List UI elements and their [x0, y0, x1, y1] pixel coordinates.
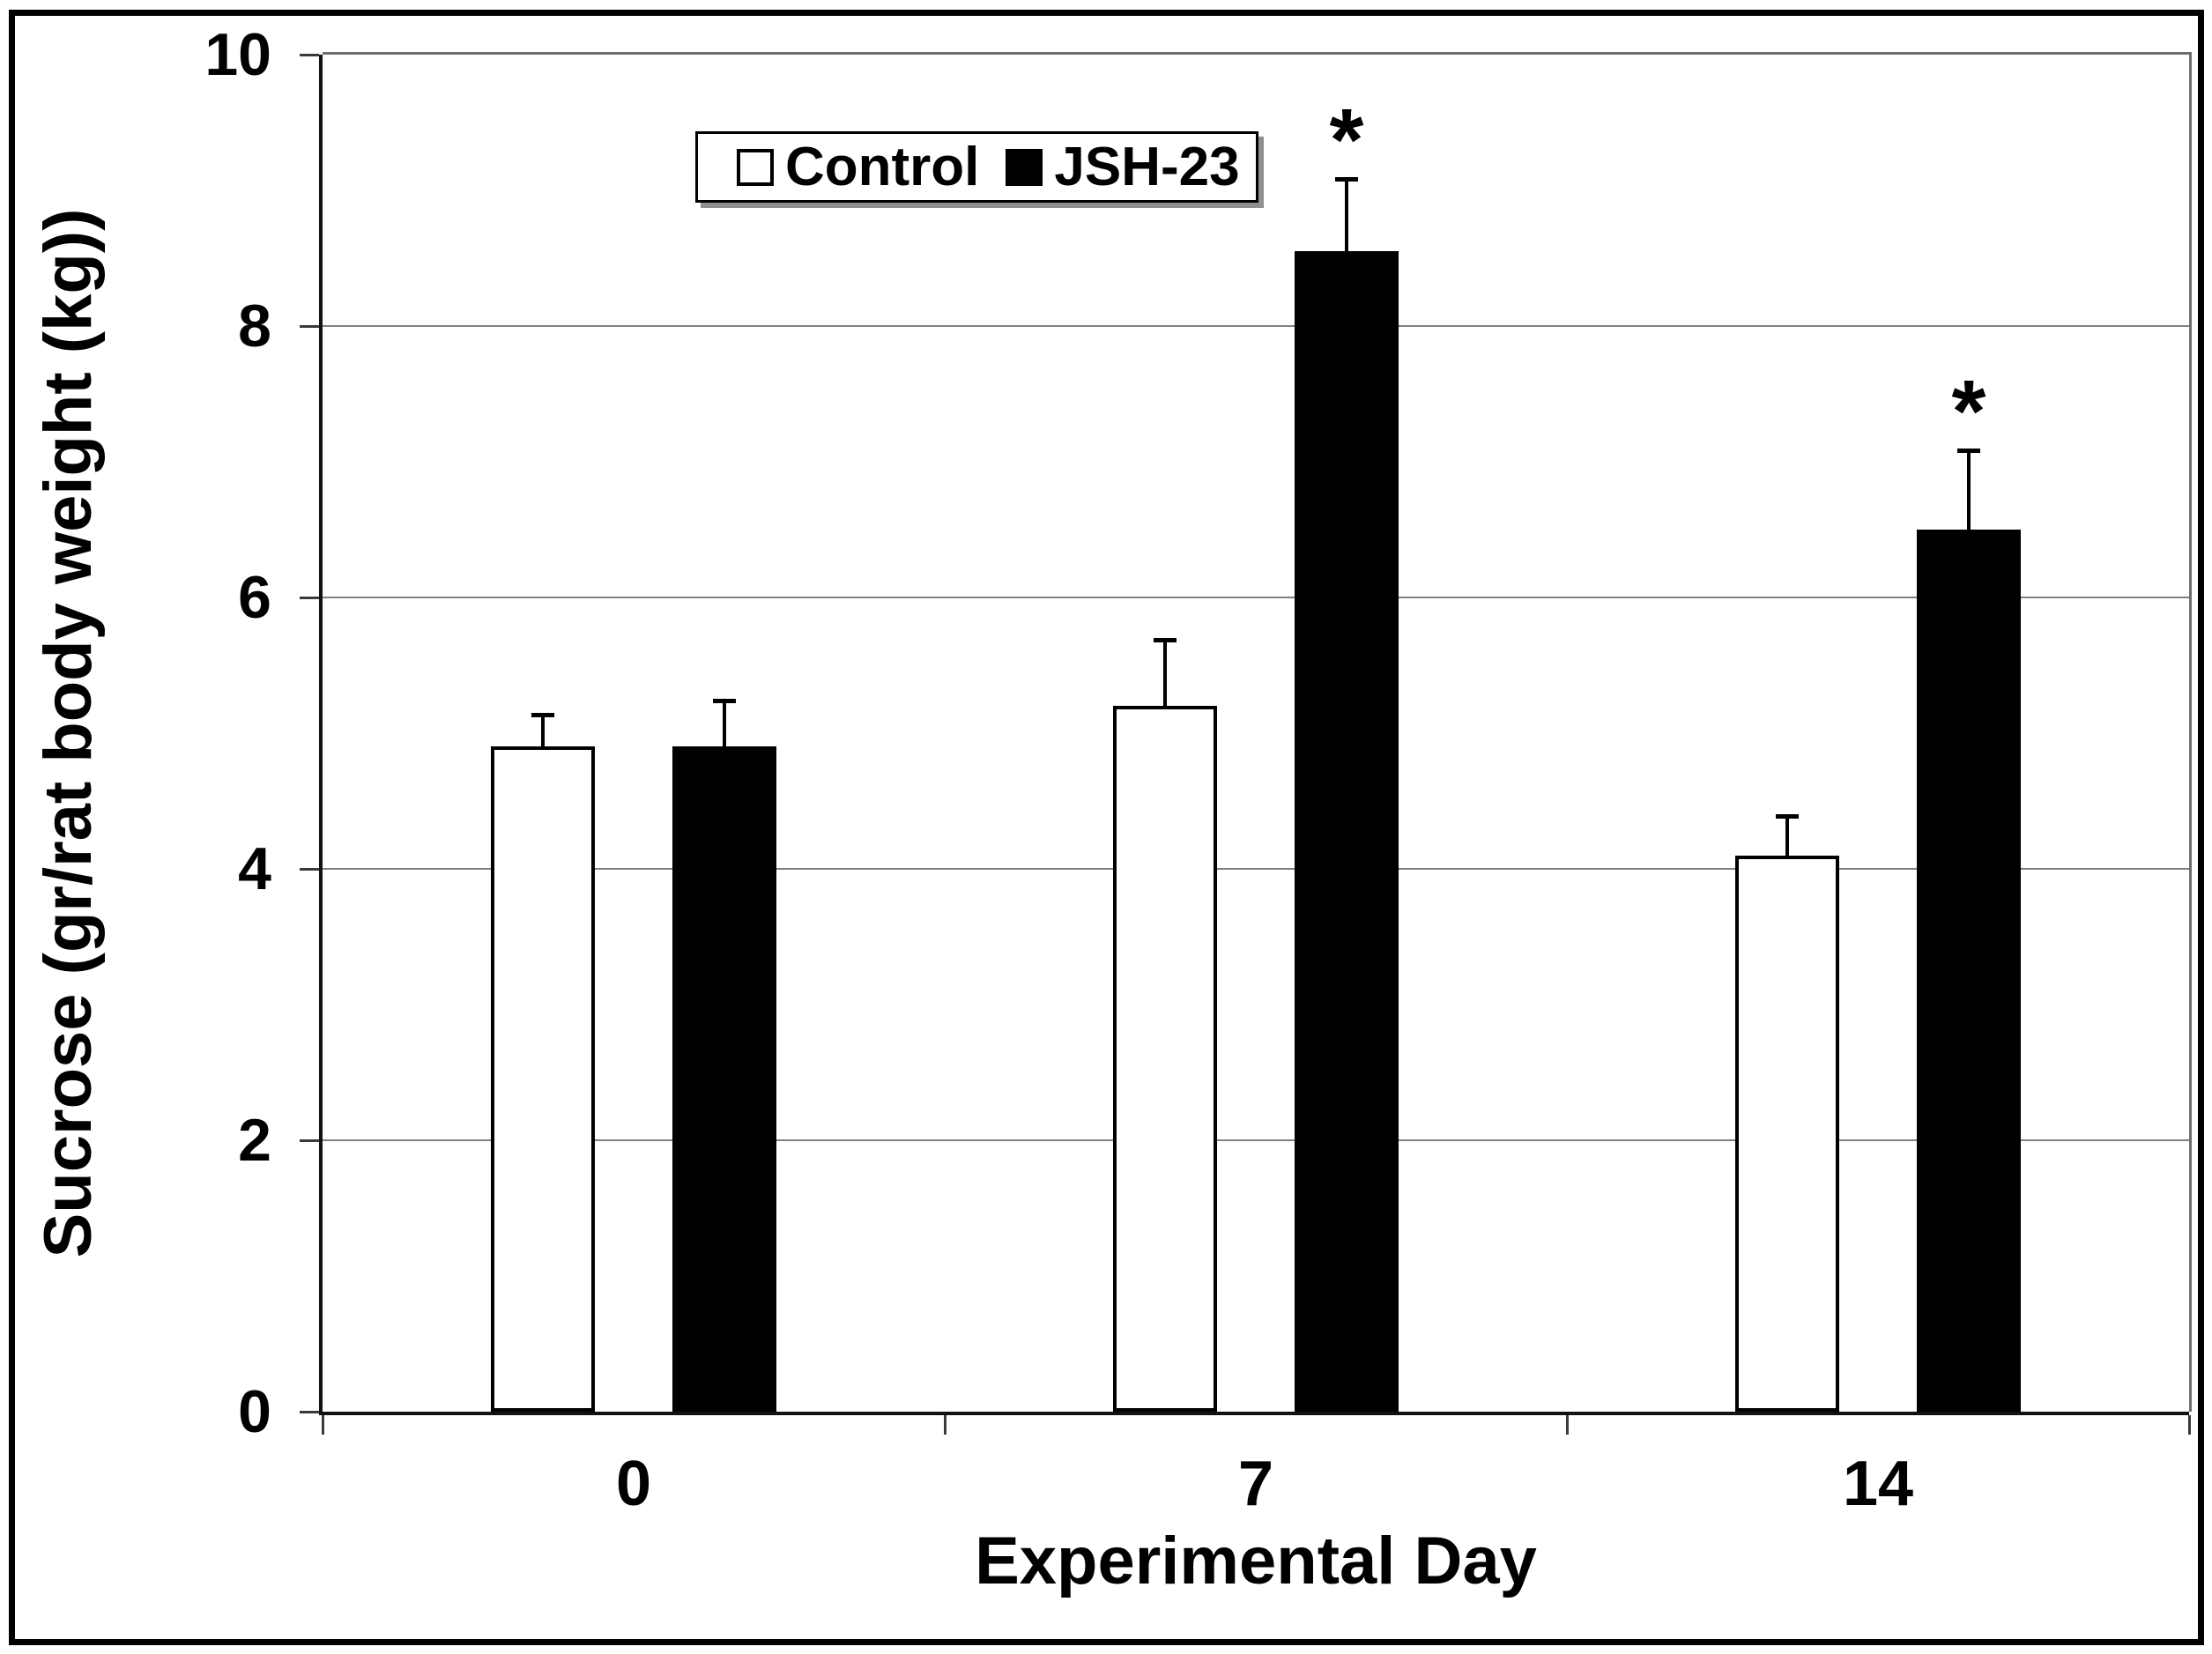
plot-border-right — [2189, 52, 2192, 1412]
y-tick-0 — [300, 1410, 319, 1413]
error-bar-line-control-day-0 — [541, 713, 545, 748]
plot-area: * * Control JSH-23 — [300, 52, 2192, 1435]
y-tick-label-2: 2 — [238, 1107, 271, 1174]
legend-label-control: Control — [785, 136, 980, 197]
legend-item-jsh23: JSH-23 — [1006, 136, 1240, 197]
error-bar-cap-jsh-23-day-0 — [713, 699, 736, 703]
legend-swatch-jsh23-icon — [1006, 148, 1043, 186]
error-bar-line-jsh-23-day-0 — [723, 699, 726, 748]
y-axis-line — [319, 55, 323, 1415]
bar-control-day-0 — [491, 746, 595, 1412]
error-bar-cap-control-day-7 — [1154, 638, 1177, 642]
error-bar-cap-jsh-23-day-7 — [1335, 177, 1358, 182]
x-tick-label-14: 14 — [1842, 1449, 1914, 1519]
error-bar-line-control-day-7 — [1163, 638, 1167, 708]
x-tick-2 — [1565, 1415, 1569, 1435]
outer-border-frame — [9, 10, 2204, 1645]
bar-jsh-23-day-7 — [1295, 251, 1399, 1412]
y-tick-label-4: 4 — [238, 835, 271, 902]
y-tick-label-8: 8 — [238, 293, 271, 360]
y-tick-6 — [300, 596, 319, 599]
gridline-y-4 — [323, 868, 2189, 870]
significance-asterisk-jsh-23-day-14: * — [1951, 362, 1986, 461]
x-axis-line — [319, 1412, 2189, 1415]
x-axis-title: Experimental Day — [975, 1524, 1537, 1598]
legend: Control JSH-23 — [695, 131, 1258, 203]
bar-control-day-7 — [1113, 706, 1217, 1412]
y-axis-title: Sucrose (gr/rat body weight (kg)) — [31, 208, 106, 1258]
bar-jsh-23-day-0 — [672, 746, 776, 1412]
x-tick-label-7: 7 — [1237, 1449, 1274, 1519]
gridline-y-6 — [323, 597, 2189, 598]
error-bar-cap-control-day-0 — [531, 713, 554, 717]
y-tick-8 — [300, 324, 319, 328]
x-tick-3 — [2187, 1415, 2191, 1435]
significance-asterisk-jsh-23-day-7: * — [1329, 91, 1364, 189]
legend-item-control: Control — [737, 136, 980, 197]
gridline-y-2 — [323, 1139, 2189, 1141]
error-bar-cap-control-day-14 — [1776, 814, 1799, 819]
bar-jsh-23-day-14 — [1917, 530, 2021, 1412]
error-bar-line-jsh-23-day-7 — [1345, 177, 1348, 253]
x-tick-label-0: 0 — [615, 1449, 652, 1519]
bar-control-day-14 — [1735, 856, 1839, 1412]
plot-border-top — [323, 52, 2192, 55]
x-tick-1 — [943, 1415, 946, 1435]
y-tick-label-6: 6 — [238, 564, 271, 631]
error-bar-cap-jsh-23-day-14 — [1957, 449, 1980, 453]
y-tick-10 — [300, 53, 319, 56]
legend-swatch-control-icon — [737, 148, 774, 186]
x-tick-0 — [321, 1415, 324, 1435]
error-bar-line-jsh-23-day-14 — [1967, 449, 1971, 531]
y-tick-label-0: 0 — [238, 1378, 271, 1445]
legend-label-jsh23: JSH-23 — [1054, 136, 1240, 197]
y-tick-2 — [300, 1139, 319, 1142]
error-bar-line-control-day-14 — [1785, 814, 1789, 857]
gridline-y-8 — [323, 325, 2189, 327]
y-tick-4 — [300, 867, 319, 871]
y-tick-label-10: 10 — [204, 21, 271, 88]
